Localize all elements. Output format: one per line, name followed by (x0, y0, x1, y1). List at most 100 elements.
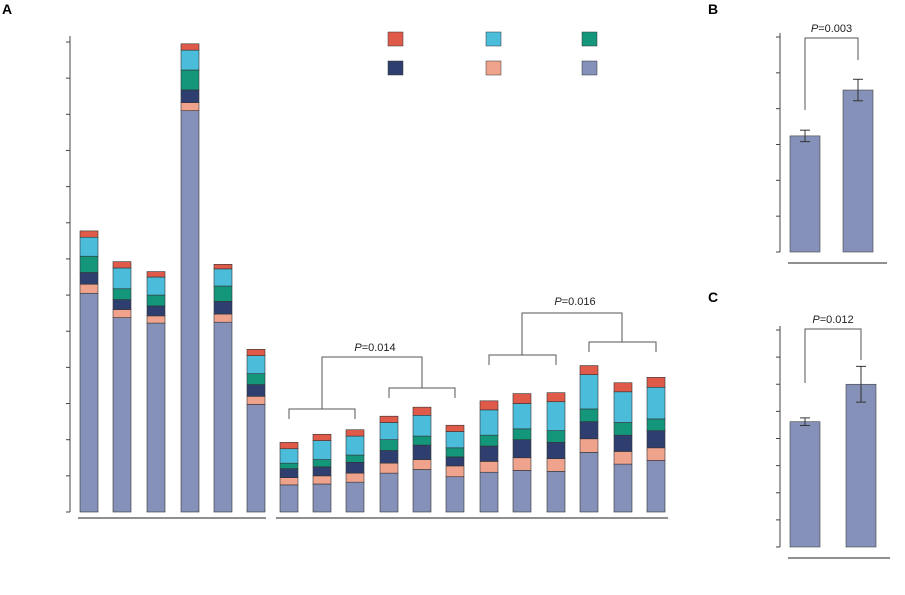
bar-segment (246, 349, 266, 356)
bar-segment (345, 429, 365, 437)
bar-segment (213, 264, 233, 270)
legend-swatch (387, 31, 404, 47)
bracket-hua0 (488, 354, 557, 365)
significance-bracket (804, 328, 862, 383)
bar-segment (412, 469, 432, 513)
bar-segment (445, 424, 465, 432)
chart-panel-b: P=0.003 (776, 23, 887, 264)
bracket-hua03 (588, 341, 657, 352)
bar-segment (379, 415, 399, 423)
bar-segment (613, 422, 633, 436)
bar-segment (112, 261, 132, 269)
bar-segment (345, 454, 365, 463)
bar-segment (646, 430, 666, 449)
bar-segment (246, 396, 266, 405)
bar-segment (512, 457, 532, 471)
bar-segment (613, 434, 633, 452)
bar-segment (180, 43, 200, 51)
bar-segment (345, 481, 365, 513)
bar-segment (579, 438, 599, 453)
bar-segment (312, 483, 332, 513)
bar-segment (213, 301, 233, 315)
legend-swatch (581, 60, 598, 76)
bar-segment (146, 276, 166, 296)
bar-segment (312, 475, 332, 485)
bar-segment (479, 434, 499, 447)
bar-segment (146, 322, 166, 513)
bar-segment (279, 477, 299, 486)
legend-swatch (387, 60, 404, 76)
bar-segment (213, 313, 233, 323)
chart-panel-c: P=0.012 (776, 314, 890, 559)
bar-segment (412, 435, 432, 446)
bar-segment (180, 89, 200, 103)
p-value-label: P=0.014 (354, 342, 395, 354)
bar-segment (546, 430, 566, 443)
bar-segment (79, 283, 99, 294)
panel-label-c: C (708, 289, 718, 305)
bar-segment (546, 442, 566, 459)
bar-segment (146, 315, 166, 324)
bar-segment (412, 406, 432, 416)
bar-segment (613, 463, 633, 513)
bar-segment (79, 236, 99, 257)
bracket-p014 (321, 356, 423, 409)
bar-segment (379, 472, 399, 513)
bar-segment (646, 386, 666, 420)
chart-panel-a: P=0.014 P=0.016 (66, 31, 668, 519)
bar-segment (445, 431, 465, 449)
bar-segment (379, 422, 399, 440)
bar-segment (79, 255, 99, 273)
bar-segment (279, 448, 299, 464)
bar (789, 421, 821, 548)
bar-segment (112, 309, 132, 318)
bar-segment (279, 484, 299, 513)
bar-segment (279, 468, 299, 478)
bar-segment (146, 294, 166, 307)
bar-segment (445, 476, 465, 513)
bar-segment (379, 450, 399, 464)
legend-swatch (581, 31, 598, 47)
significance-bracket (804, 37, 859, 110)
bar-segment (479, 445, 499, 462)
bar-segment (412, 444, 432, 460)
bar (845, 383, 877, 548)
bar-segment (579, 374, 599, 410)
bar-segment (479, 409, 499, 436)
bar-segment (112, 299, 132, 310)
bar-segment (546, 471, 566, 513)
bar-segment (613, 451, 633, 465)
bar-segment (345, 472, 365, 483)
bar-segment (579, 421, 599, 440)
bar (789, 135, 821, 253)
bar-segment (146, 305, 166, 317)
bar-segment (445, 447, 465, 458)
bar-segment (146, 271, 166, 278)
bar-segment (646, 447, 666, 461)
bar-segment (512, 393, 532, 404)
bar-segment (180, 102, 200, 111)
bracket-htx03 (388, 387, 456, 398)
bar-segment (279, 462, 299, 469)
bar-segment (180, 49, 200, 71)
bar-segment (479, 461, 499, 473)
bar-segment (246, 384, 266, 397)
bar-segment (512, 439, 532, 459)
bar-segment (213, 268, 233, 287)
bar (842, 89, 874, 253)
bar-segment (312, 440, 332, 460)
bar-segment (345, 435, 365, 456)
bar-segment (112, 267, 132, 290)
bar-segment (412, 414, 432, 437)
bar-segment (180, 69, 200, 91)
p-value-label: P=0.003 (811, 23, 852, 35)
p-value-label: P=0.016 (554, 296, 595, 308)
bar-segment (345, 461, 365, 474)
bar-segment (479, 400, 499, 411)
bar-segment (646, 418, 666, 431)
bar-segment (112, 288, 132, 300)
bar-segment (180, 110, 200, 513)
bar-segment (379, 462, 399, 474)
bar-segment (79, 230, 99, 238)
